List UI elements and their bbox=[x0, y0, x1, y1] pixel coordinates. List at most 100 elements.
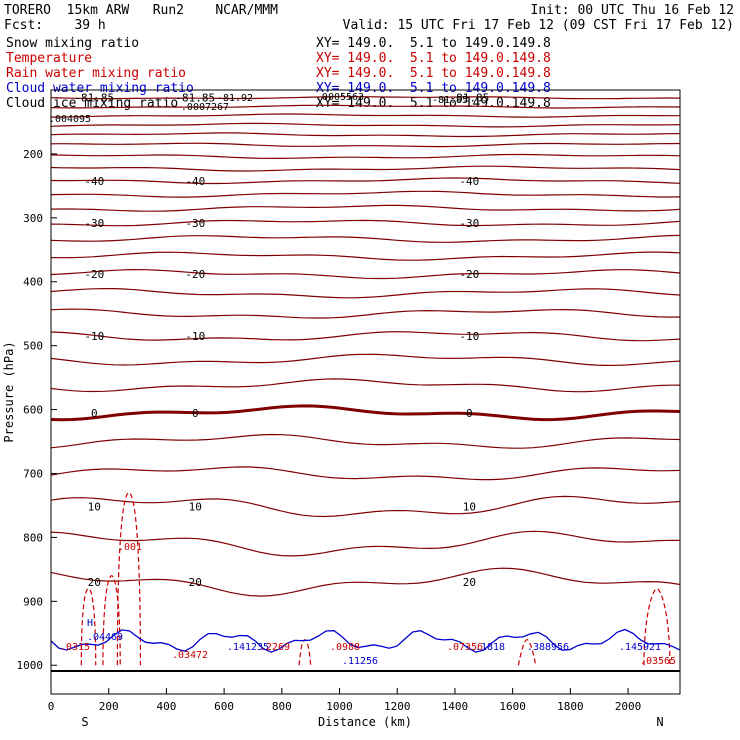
temperature-contour-label: -10 bbox=[84, 330, 104, 343]
y-tick-label: 900 bbox=[23, 595, 43, 608]
temperature-contour-label: 20 bbox=[189, 576, 202, 589]
x-tick-label: 400 bbox=[156, 700, 176, 713]
contour-value-label: -81.92 bbox=[217, 93, 253, 104]
temperature-contour-label: -40 bbox=[185, 175, 205, 188]
temperature-contour bbox=[50, 113, 680, 118]
valid-time: Valid: 15 UTC Fri 17 Feb 12 (09 CST Fri … bbox=[342, 18, 734, 33]
temperature-contour bbox=[50, 404, 681, 422]
temperature-contour-label: -81.85 bbox=[74, 92, 114, 105]
model-title: TORERO 15km ARW Run2 NCAR/MMM bbox=[4, 3, 278, 18]
x-tick-label: 0 bbox=[48, 700, 55, 713]
temperature-contour-label: 0 bbox=[466, 407, 473, 420]
temperature-contour-label: -20 bbox=[84, 268, 104, 281]
legend-rain: Rain water mixing ratio bbox=[6, 66, 187, 81]
x-tick-label: 1600 bbox=[499, 700, 526, 713]
temperature-contour-label: -30 bbox=[459, 217, 479, 230]
x-axis-label: Distance (km) bbox=[318, 715, 412, 729]
temperature-contour-label: -10 bbox=[459, 330, 479, 343]
contour-value-label: .11256 bbox=[342, 656, 378, 667]
rain-contours bbox=[80, 492, 671, 666]
temperature-contour-label: -40 bbox=[459, 175, 479, 188]
temperature-contour-label: 0 bbox=[192, 407, 199, 420]
temperature-contour-label: -40 bbox=[84, 175, 104, 188]
temperature-contour bbox=[50, 153, 681, 159]
plot-frame bbox=[50, 89, 681, 695]
temperature-contour-label: -20 bbox=[185, 268, 205, 281]
temperature-contour bbox=[50, 165, 681, 172]
temperature-contour-label: 0 bbox=[91, 407, 98, 420]
y-tick-label: 200 bbox=[23, 148, 43, 161]
contour-value-label: .03565 bbox=[640, 656, 676, 667]
temperature-contour bbox=[50, 177, 681, 185]
temperature-contour bbox=[50, 251, 681, 261]
temperature-contour-label: 10 bbox=[189, 501, 202, 514]
contour-value-label: .141235 bbox=[227, 642, 269, 653]
y-tick-label: 300 bbox=[23, 212, 43, 225]
y-tick-label: 500 bbox=[23, 340, 43, 353]
temperature-contour bbox=[50, 353, 681, 367]
temperature-contour bbox=[50, 268, 681, 280]
temperature-contour-label: 20 bbox=[463, 576, 476, 589]
temperature-contour-label: 10 bbox=[463, 501, 476, 514]
temperature-contour bbox=[50, 433, 681, 449]
contour-value-label: .0007267 bbox=[181, 102, 229, 113]
temperature-contour bbox=[50, 219, 681, 227]
contour-value-label: .0315 bbox=[60, 642, 90, 653]
cloud-water-contour bbox=[50, 628, 681, 653]
legend-temperature: Temperature bbox=[6, 51, 93, 66]
temperature-contour-label: -81.85 bbox=[175, 92, 215, 105]
y-axis-label: Pressure (hPa) bbox=[2, 341, 16, 442]
x-tick-label: 1000 bbox=[326, 700, 353, 713]
y-axis: 200 300 400 500 600 700 800 900 1000 bbox=[17, 148, 57, 672]
x-tick-label: 2000 bbox=[615, 700, 642, 713]
x-tick-label: 200 bbox=[99, 700, 119, 713]
temperature-contour bbox=[50, 378, 681, 393]
temperature-contour bbox=[50, 122, 681, 128]
contour-value-label: -81.85 bbox=[432, 95, 468, 106]
temperature-contour bbox=[50, 96, 681, 100]
legend-snow: Snow mixing ratio bbox=[6, 36, 140, 51]
temperature-contour-label: -30 bbox=[84, 217, 104, 230]
contour-value-label: H bbox=[87, 618, 93, 629]
temperature-contour bbox=[50, 204, 681, 212]
forecast-hour: Fcst: 39 h bbox=[4, 18, 106, 33]
rain-contour bbox=[643, 587, 671, 666]
temperature-contour-label: -81.85 bbox=[449, 92, 489, 105]
contour-value-label: .001 bbox=[118, 542, 142, 553]
x-tick-label: 1800 bbox=[557, 700, 584, 713]
legend-temperature-xy: XY= 149.0. 5.1 to 149.0.149.8 bbox=[316, 51, 551, 66]
temperature-contour bbox=[50, 288, 681, 299]
legend-rain-xy: XY= 149.0. 5.1 to 149.0.149.8 bbox=[316, 66, 551, 81]
init-time: Init: 00 UTC Thu 16 Feb 12 bbox=[530, 3, 735, 18]
cloud-water-contours bbox=[50, 628, 681, 653]
contour-value-label: .0005563 bbox=[316, 92, 364, 103]
y-tick-label: 800 bbox=[23, 531, 43, 544]
y-tick-label: 1000 bbox=[17, 659, 44, 672]
x-tick-label: 800 bbox=[272, 700, 292, 713]
contour-value-label: .145921 bbox=[619, 642, 661, 653]
temperature-contour-label: 10 bbox=[88, 501, 101, 514]
contour-value-label: .388956 bbox=[527, 642, 569, 653]
y-tick-label: 600 bbox=[23, 404, 43, 417]
temperature-contour bbox=[50, 190, 681, 198]
contour-value-label: .2269 bbox=[260, 642, 290, 653]
temperature-contour bbox=[50, 530, 681, 557]
rain-contour bbox=[116, 492, 142, 666]
temperature-contour bbox=[50, 104, 681, 109]
temperature-contour bbox=[50, 567, 681, 597]
temperature-contour bbox=[50, 142, 681, 148]
legend-cloud-water: Cloud water mixing ratio bbox=[6, 81, 194, 96]
x-tick-label: 1200 bbox=[384, 700, 411, 713]
contour-value-label: .04469 bbox=[87, 632, 123, 643]
legend-cloud-water-xy: XY= 149.0. 5.1 to 149.0.149.8 bbox=[316, 81, 551, 96]
y-tick-label: 400 bbox=[23, 276, 43, 289]
x-tick-label: 600 bbox=[214, 700, 234, 713]
y-tick-label: 700 bbox=[23, 467, 43, 480]
contour-value-label: .07356 bbox=[447, 642, 483, 653]
temperature-contour-label: -30 bbox=[185, 217, 205, 230]
contour-value-label: .1818 bbox=[475, 642, 505, 653]
legend-snow-xy: XY= 149.0. 5.1 to 149.0.149.8 bbox=[316, 36, 551, 51]
temperature-contour bbox=[50, 308, 681, 319]
temperature-contour bbox=[50, 495, 681, 518]
